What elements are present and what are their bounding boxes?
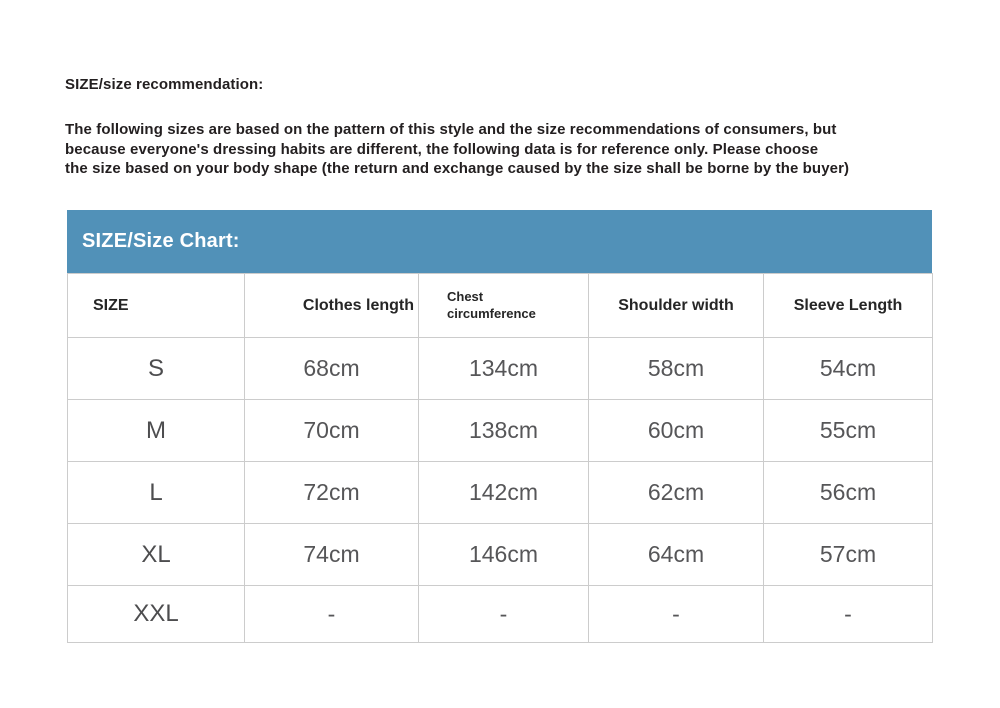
size-label: L [67, 461, 245, 524]
table-row: S 68cm 134cm 58cm 54cm [67, 337, 933, 400]
paragraph-line: because everyone's dressing habits are d… [65, 140, 819, 158]
column-header-clothes-length: Clothes length [244, 273, 419, 338]
column-header-shoulder-width: Shoulder width [588, 273, 764, 338]
shoulder-width-value: - [588, 585, 764, 643]
paragraph-line: The following sizes are based on the pat… [65, 121, 837, 138]
column-header-chest-circumference: Chest circumference [418, 273, 589, 338]
table-row: XL 74cm 146cm 64cm 57cm [67, 523, 933, 586]
table-row: L 72cm 142cm 62cm 56cm [67, 461, 933, 524]
chest-circumference-value: 142cm [418, 461, 589, 524]
clothes-length-value: 72cm [244, 461, 419, 524]
size-label: M [67, 399, 245, 462]
chest-circumference-value: 134cm [418, 337, 589, 400]
clothes-length-value: - [244, 585, 419, 643]
sleeve-length-value: 54cm [763, 337, 933, 400]
size-label: XXL [67, 585, 245, 643]
chest-circumference-value: 146cm [418, 523, 589, 586]
paragraph-line: the size based on your body shape (the r… [65, 160, 850, 177]
recommendation-heading: SIZE/size recommendation: [65, 76, 264, 93]
clothes-length-value: 74cm [244, 523, 419, 586]
shoulder-width-value: 58cm [588, 337, 764, 400]
size-chart-table: SIZE Clothes length Chest circumference … [67, 273, 933, 643]
sleeve-length-value: 56cm [763, 461, 933, 524]
chest-circumference-value: - [418, 585, 589, 643]
table-row: M 70cm 138cm 60cm 55cm [67, 399, 933, 462]
table-row: XXL - - - - [67, 585, 933, 643]
table-header-row: SIZE Clothes length Chest circumference … [67, 273, 933, 338]
chest-circumference-value: 138cm [418, 399, 589, 462]
sleeve-length-value: 57cm [763, 523, 933, 586]
size-label: XL [67, 523, 245, 586]
column-header-chest-label: Chest circumference [447, 288, 536, 321]
size-label: S [67, 337, 245, 400]
size-chart-title-bar: SIZE/Size Chart: [67, 210, 932, 273]
size-chart-title: SIZE/Size Chart: [82, 230, 240, 252]
column-header-size: SIZE [67, 273, 245, 338]
column-header-sleeve-length: Sleeve Length [763, 273, 933, 338]
clothes-length-value: 70cm [244, 399, 419, 462]
shoulder-width-value: 60cm [588, 399, 764, 462]
sleeve-length-value: 55cm [763, 399, 933, 462]
shoulder-width-value: 64cm [588, 523, 764, 586]
sleeve-length-value: - [763, 585, 933, 643]
clothes-length-value: 68cm [244, 337, 419, 400]
recommendation-paragraph: The following sizes are based on the pat… [65, 120, 849, 179]
shoulder-width-value: 62cm [588, 461, 764, 524]
